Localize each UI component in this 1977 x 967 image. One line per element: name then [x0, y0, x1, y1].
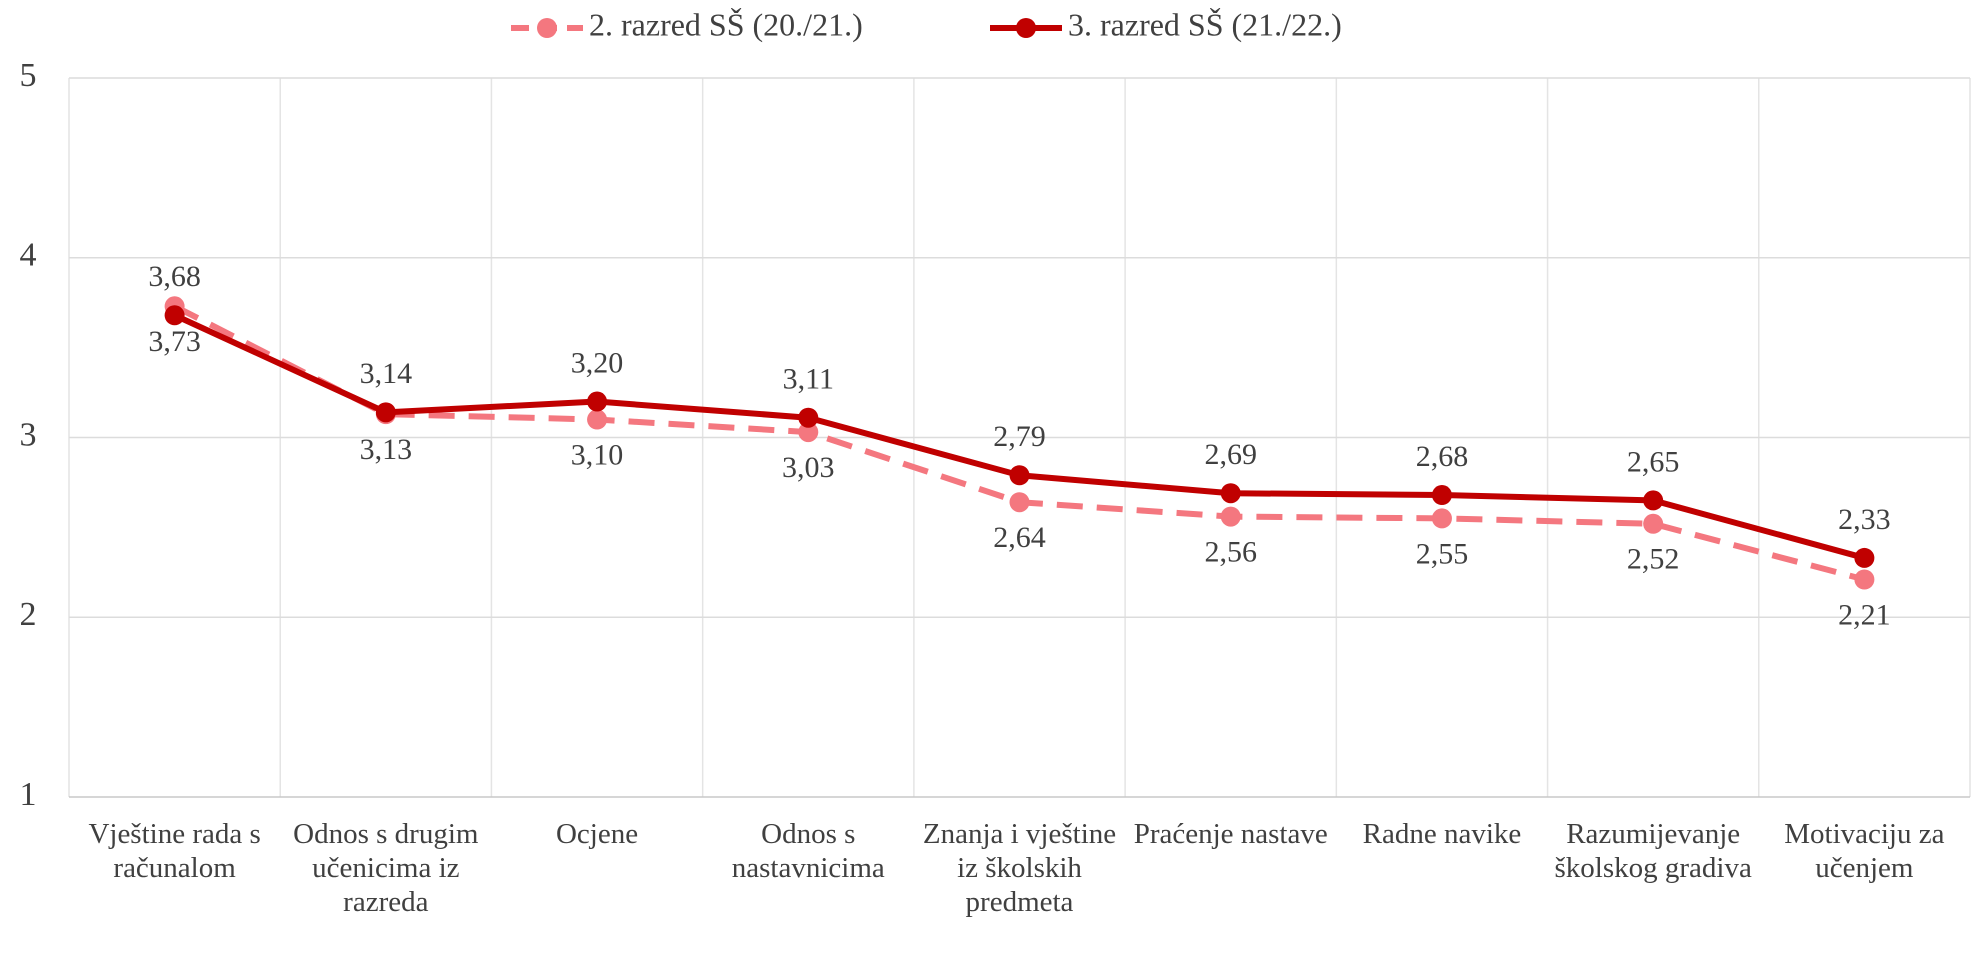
marker [1854, 569, 1875, 590]
marker [798, 422, 819, 443]
x-tick-label: Ocjene [555, 818, 639, 850]
x-tick-label: Znanja i vještine iz školskih predmeta [922, 818, 1117, 918]
legend-label: 2. razred SŠ (20./21.) [589, 6, 863, 42]
data-label: 3,14 [360, 357, 413, 390]
y-tick-label: 5 [20, 57, 37, 94]
marker [1431, 485, 1452, 506]
x-tick-label: Motivaciju za učenjem [1784, 818, 1945, 884]
data-label: 2,33 [1838, 503, 1891, 536]
marker [1643, 513, 1664, 534]
marker [1220, 506, 1241, 527]
data-label: 3,20 [571, 346, 624, 379]
data-label: 3,13 [360, 433, 413, 466]
y-tick-label: 3 [20, 416, 37, 453]
data-label: 2,55 [1416, 537, 1469, 570]
data-label: 3,03 [782, 451, 835, 484]
marker [164, 305, 185, 326]
data-label: 2,56 [1204, 535, 1257, 568]
y-tick-label: 4 [20, 237, 37, 274]
x-tick-label: Vještine rada s računalom [88, 818, 261, 884]
marker [1220, 483, 1241, 504]
x-tick-label: Radne navike [1362, 818, 1522, 850]
x-tick-label: Praćenje nastave [1133, 818, 1328, 850]
x-tick-label: Odnos s drugim učenicima iz razreda [293, 818, 479, 918]
marker [1431, 508, 1452, 529]
legend-marker [537, 18, 557, 38]
legend-marker [1016, 18, 1036, 38]
legend-label: 3. razred SŠ (21./22.) [1068, 6, 1342, 42]
data-label: 3,68 [148, 260, 201, 293]
marker [587, 391, 608, 412]
data-label: 2,79 [993, 420, 1046, 453]
marker [375, 402, 396, 423]
data-label: 2,68 [1416, 440, 1469, 473]
marker [1009, 492, 1030, 513]
marker [1009, 465, 1030, 486]
x-tick-label: Razumijevanje školskog gradiva [1554, 818, 1752, 884]
marker [587, 409, 608, 430]
y-tick-label: 1 [20, 776, 37, 813]
data-label: 3,10 [571, 438, 624, 471]
marker [798, 407, 819, 428]
data-label: 2,65 [1627, 445, 1680, 478]
data-label: 3,73 [148, 325, 201, 358]
data-label: 2,64 [993, 521, 1046, 554]
marker [1854, 547, 1875, 568]
data-label: 3,11 [783, 363, 834, 396]
x-tick-label: Odnos s nastavnicima [731, 818, 885, 884]
y-tick-label: 2 [20, 596, 37, 633]
data-label: 2,21 [1838, 598, 1891, 631]
marker [1643, 490, 1664, 511]
data-label: 2,52 [1627, 543, 1680, 576]
data-label: 2,69 [1204, 438, 1257, 471]
